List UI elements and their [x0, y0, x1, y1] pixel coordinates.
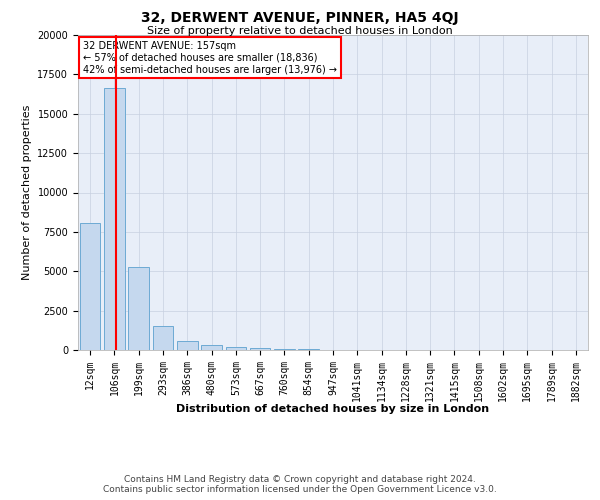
Bar — [201, 346, 222, 350]
X-axis label: Distribution of detached houses by size in London: Distribution of detached houses by size … — [176, 404, 490, 413]
Bar — [128, 266, 149, 350]
Text: Size of property relative to detached houses in London: Size of property relative to detached ho… — [147, 26, 453, 36]
Bar — [298, 349, 319, 350]
Text: 32, DERWENT AVENUE, PINNER, HA5 4QJ: 32, DERWENT AVENUE, PINNER, HA5 4QJ — [141, 11, 459, 25]
Y-axis label: Number of detached properties: Number of detached properties — [22, 105, 32, 280]
Bar — [274, 348, 295, 350]
Bar — [250, 348, 271, 350]
Text: Contains HM Land Registry data © Crown copyright and database right 2024.
Contai: Contains HM Land Registry data © Crown c… — [103, 474, 497, 494]
Bar — [177, 340, 197, 350]
Bar — [104, 88, 125, 350]
Text: 32 DERWENT AVENUE: 157sqm
← 57% of detached houses are smaller (18,836)
42% of s: 32 DERWENT AVENUE: 157sqm ← 57% of detac… — [83, 42, 337, 74]
Bar — [226, 347, 246, 350]
Bar — [80, 223, 100, 350]
Bar — [152, 326, 173, 350]
